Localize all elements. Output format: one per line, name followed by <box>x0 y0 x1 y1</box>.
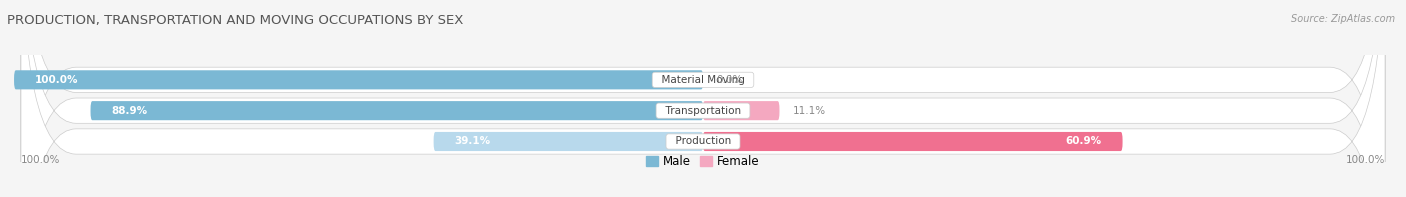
Text: 100.0%: 100.0% <box>35 75 79 85</box>
FancyBboxPatch shape <box>21 0 1385 197</box>
Text: Transportation: Transportation <box>658 106 748 116</box>
Text: 60.9%: 60.9% <box>1066 137 1102 147</box>
Text: Production: Production <box>669 137 737 147</box>
FancyBboxPatch shape <box>433 132 703 151</box>
Text: PRODUCTION, TRANSPORTATION AND MOVING OCCUPATIONS BY SEX: PRODUCTION, TRANSPORTATION AND MOVING OC… <box>7 14 464 27</box>
FancyBboxPatch shape <box>21 0 1385 197</box>
Text: Source: ZipAtlas.com: Source: ZipAtlas.com <box>1291 14 1395 24</box>
Text: 39.1%: 39.1% <box>454 137 491 147</box>
FancyBboxPatch shape <box>21 0 1385 197</box>
Text: Material Moving: Material Moving <box>655 75 751 85</box>
FancyBboxPatch shape <box>14 70 703 89</box>
FancyBboxPatch shape <box>703 101 779 120</box>
Text: 100.0%: 100.0% <box>21 155 60 165</box>
Text: 11.1%: 11.1% <box>793 106 827 116</box>
FancyBboxPatch shape <box>703 132 1122 151</box>
FancyBboxPatch shape <box>90 101 703 120</box>
Text: 100.0%: 100.0% <box>1346 155 1385 165</box>
Legend: Male, Female: Male, Female <box>647 155 759 168</box>
Text: 0.0%: 0.0% <box>717 75 742 85</box>
Text: 88.9%: 88.9% <box>111 106 148 116</box>
